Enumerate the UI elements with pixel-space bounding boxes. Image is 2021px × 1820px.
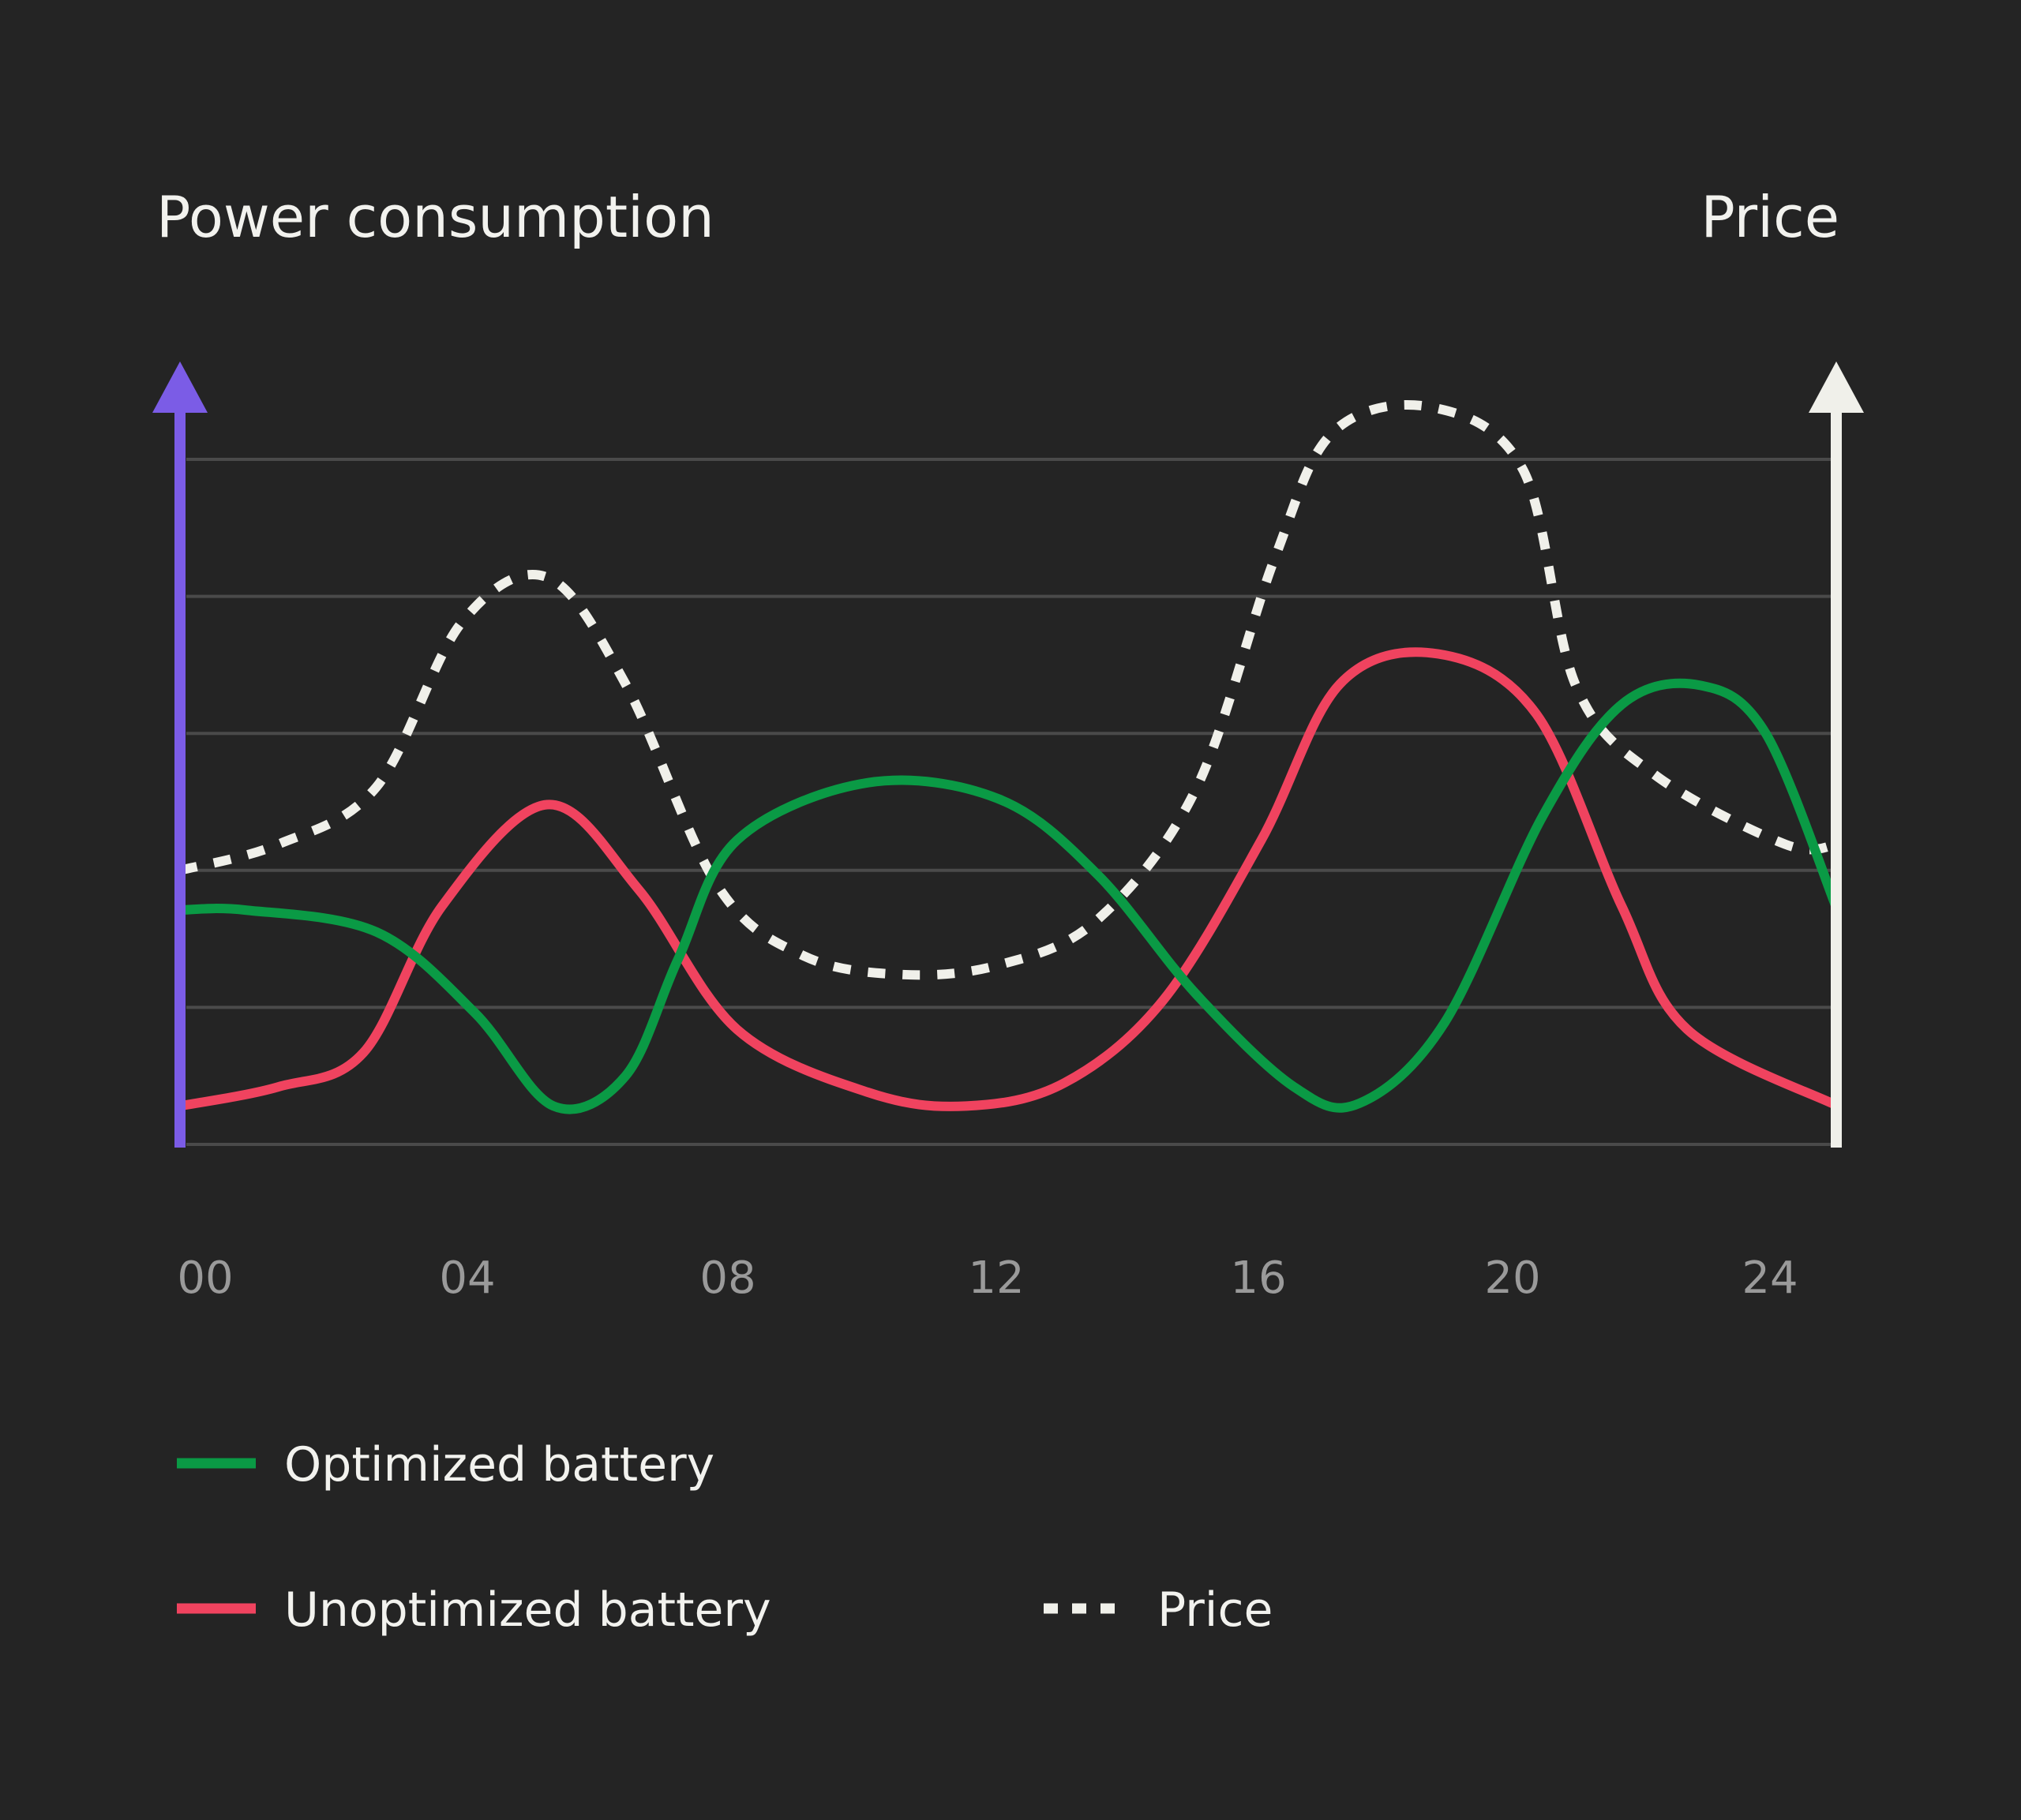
legend-item-price: Price bbox=[1044, 1582, 1273, 1638]
series-line-unoptimized-battery bbox=[180, 647, 1838, 1111]
x-tick-label: 12 bbox=[968, 1253, 1024, 1304]
x-tick-label: 20 bbox=[1484, 1253, 1540, 1304]
x-tick-label: 16 bbox=[1230, 1253, 1286, 1304]
x-tick-label: 24 bbox=[1742, 1253, 1798, 1304]
axes bbox=[152, 361, 1864, 1148]
legend-label: Price bbox=[1157, 1582, 1273, 1638]
x-tick-label: 00 bbox=[177, 1253, 233, 1304]
series-line-optimized-battery bbox=[180, 678, 1838, 1114]
x-tick-label: 04 bbox=[439, 1253, 495, 1304]
legend: Optimized battery Unoptimized battery Pric… bbox=[177, 1437, 1273, 1638]
legend-label: Unoptimized battery bbox=[284, 1582, 771, 1638]
left-axis-label: Power consumption bbox=[156, 184, 714, 250]
legend-label: Optimized battery bbox=[284, 1437, 714, 1492]
series-line-price bbox=[180, 399, 1838, 980]
right-axis-arrow-icon bbox=[1809, 361, 1864, 413]
left-axis-arrow-icon bbox=[152, 361, 208, 413]
legend-item-unoptimized-battery: Unoptimized battery bbox=[177, 1582, 771, 1638]
x-tick-label: 08 bbox=[699, 1253, 756, 1304]
right-axis-label: Price bbox=[1700, 184, 1839, 250]
grid-lines bbox=[186, 458, 1833, 1146]
series-layer bbox=[180, 399, 1838, 1114]
legend-item-optimized-battery: Optimized battery bbox=[177, 1437, 714, 1492]
x-tick-labels: 00 04 08 12 16 20 24 bbox=[177, 1253, 1798, 1304]
